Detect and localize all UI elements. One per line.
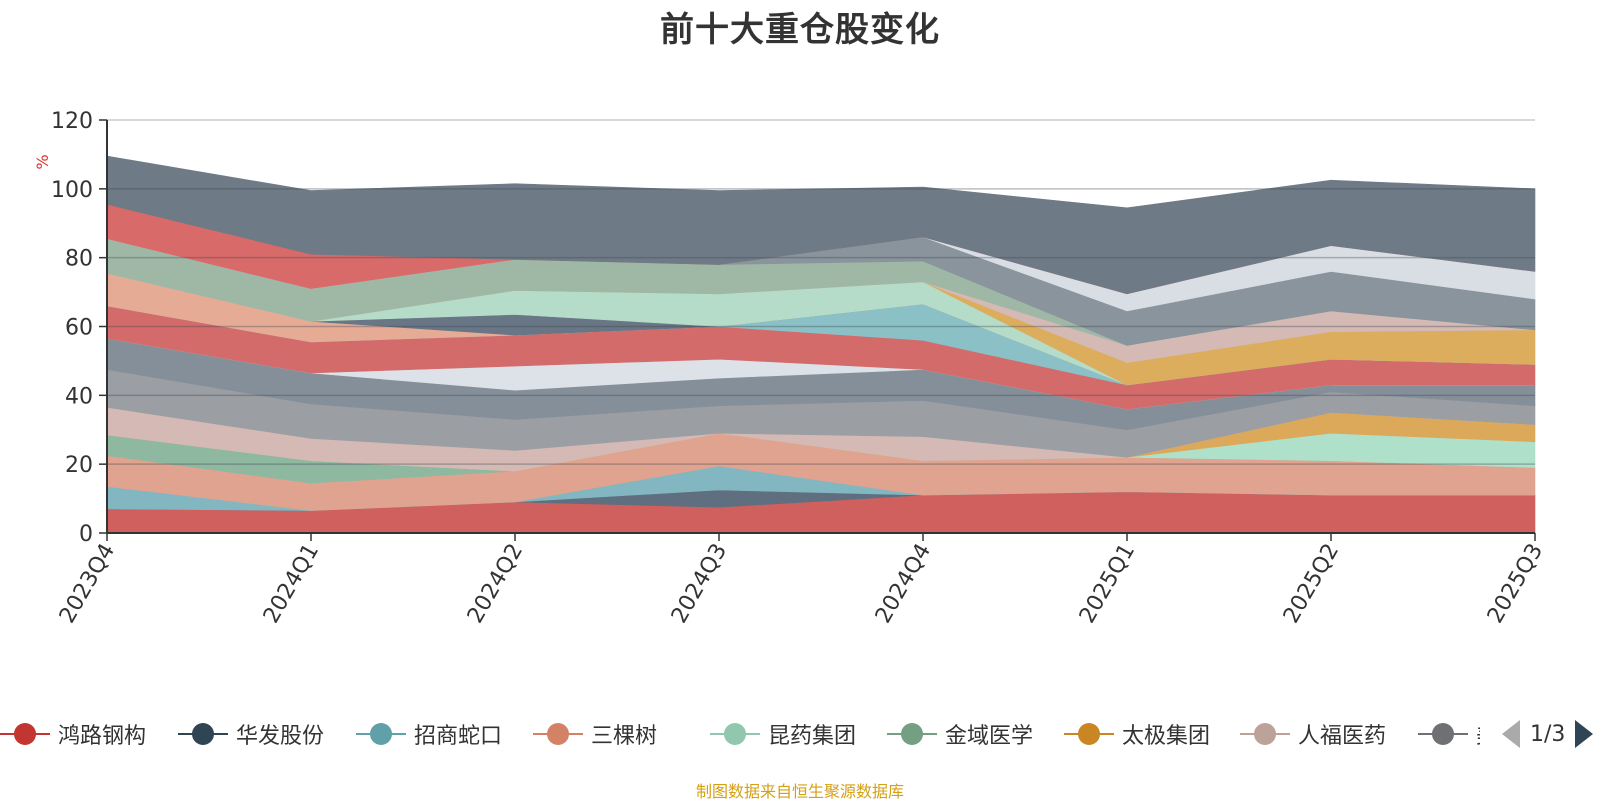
legend-item[interactable]: 昆药集团 <box>710 716 856 752</box>
x-tick-label: 2024Q3 <box>667 540 732 628</box>
x-tick-label: 2025Q1 <box>1075 540 1140 628</box>
legend-label: 美华 <box>1476 718 1480 750</box>
y-tick-label: 60 <box>65 316 93 341</box>
area-layer-22 <box>106 155 1536 295</box>
legend-item[interactable]: 美华 <box>1418 716 1480 752</box>
x-tick-label: 2025Q2 <box>1279 540 1344 628</box>
grid-lines <box>107 119 1535 465</box>
legend-label: 金域医学 <box>945 724 1034 749</box>
x-tick-label: 2024Q2 <box>463 540 528 628</box>
x-tick-label: 2024Q4 <box>871 540 936 628</box>
legend-marker-icon <box>356 719 406 749</box>
legend-marker-icon <box>710 719 760 749</box>
legend-marker-icon <box>533 719 583 749</box>
chart-title: 前十大重仓股变化 <box>660 10 940 50</box>
legend-label: 招商蛇口 <box>414 724 503 749</box>
legend-item[interactable]: 太极集团 <box>1064 716 1210 752</box>
legend-marker-icon <box>887 719 937 749</box>
legend-marker-icon <box>1418 719 1468 749</box>
legend-item[interactable]: 招商蛇口 <box>356 716 502 752</box>
legend-item[interactable]: 鸿路钢构 <box>0 716 146 752</box>
x-tick-label: 2023Q4 <box>55 540 120 628</box>
chart-plot: 0 20 40 60 80 100 120 2023Q4 2024Q1 2024Q2 2024Q3 2… <box>33 109 1548 628</box>
footer-source-note: 制图数据来自恒生聚源数据库 <box>695 782 904 801</box>
legend-marker-icon <box>178 719 228 749</box>
y-tick-label: 80 <box>65 247 93 272</box>
legend-item[interactable]: 华发股份 <box>178 716 324 752</box>
legend-label: 昆药集团 <box>768 724 857 749</box>
x-tick-label: 2024Q1 <box>259 540 324 628</box>
area-layers <box>106 155 1536 534</box>
legend-pager: 1/3 <box>1500 716 1600 752</box>
y-tick-label: 0 <box>79 522 93 547</box>
legend-marker-icon <box>1240 719 1290 749</box>
y-axis-unit: % <box>33 154 52 169</box>
legend-item[interactable]: 三棵树 <box>533 716 657 752</box>
legend-item[interactable]: 人福医药 <box>1240 716 1386 752</box>
legend-label: 太极集团 <box>1122 724 1211 749</box>
legend-label: 三棵树 <box>591 724 658 749</box>
legend-item[interactable]: 金域医学 <box>887 716 1033 752</box>
y-tick-label: 100 <box>51 178 93 203</box>
x-tick-label: 2025Q3 <box>1483 540 1548 628</box>
legend-label: 鸿路钢构 <box>58 724 147 749</box>
y-tick-label: 120 <box>51 109 93 134</box>
legend-marker-icon <box>1064 719 1114 749</box>
legend-label: 人福医药 <box>1298 724 1387 749</box>
y-tick-label: 20 <box>65 453 93 478</box>
legend-prev-arrow-icon[interactable] <box>1502 720 1520 748</box>
legend-label: 华发股份 <box>236 724 325 749</box>
y-tick-label: 40 <box>65 384 93 409</box>
legend-page-indicator: 1/3 <box>1530 721 1566 747</box>
legend: 鸿路钢构 华发股份 招商蛇口 三棵树 昆药集团 金域医学 太极集团 人福医药 美华 <box>0 716 1480 752</box>
legend-next-arrow-icon[interactable] <box>1575 720 1594 748</box>
legend-marker-icon <box>0 719 50 749</box>
